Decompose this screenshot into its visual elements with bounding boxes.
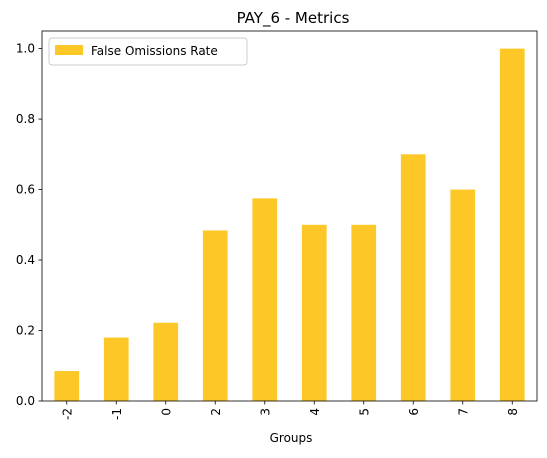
bar-0 [153,322,179,401]
bar--1 [103,337,129,401]
x-tick-label: 2 [209,408,223,416]
legend-swatch [55,45,83,55]
bar-5 [351,224,377,401]
x-tick-label: 0 [159,408,173,416]
chart-title: PAY_6 - Metrics [237,9,350,28]
bar-3 [252,198,278,401]
y-tick-label: 0.8 [16,112,35,126]
x-axis-label: Groups [270,431,313,445]
plot-frame [41,30,538,402]
bar-4 [301,224,327,401]
x-tick-label: 6 [407,408,421,416]
y-tick-label: 0.4 [16,253,35,267]
x-tick-label: 7 [456,408,470,416]
x-tick-label: 8 [506,408,520,416]
x-tick-label: 4 [308,408,322,416]
y-tick-label: 0.2 [16,324,35,338]
plot-axes: 0.0 0.2 0.4 0.6 0.8 1.0 -2 -1 0 2 3 4 5 6 7 8 False Omis… [16,30,538,420]
y-tick-label: 0.6 [16,183,35,197]
legend-box [48,37,248,66]
x-tick-label: -2 [60,408,74,420]
x-tick-label: -1 [110,408,124,420]
x-tick-label: 3 [258,408,272,416]
bar-6 [400,154,426,401]
y-tick-label: 1.0 [16,42,35,56]
x-tick-label: 5 [357,408,371,416]
legend-label: False Omissions Rate [91,44,218,58]
bar-7 [450,189,476,401]
bar--2 [54,371,80,401]
bar-2 [202,230,228,401]
y-tick-label: 0.0 [16,394,35,408]
bar-8 [499,48,525,402]
